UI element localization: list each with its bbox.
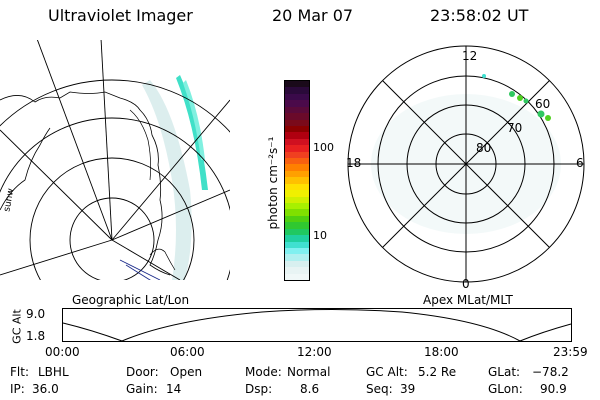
colorbar-swatch — [285, 215, 309, 223]
info-dsp-value: 8.6 — [300, 382, 320, 396]
colorbar-swatch — [285, 267, 309, 274]
colorbar-swatch — [285, 138, 309, 146]
colorbar-swatch — [285, 235, 309, 242]
mlt-label-6: 6 — [576, 156, 584, 170]
info-ip-key: IP: — [10, 382, 25, 396]
polar-mlt-plot: 12 18 6 0 60 70 80 — [346, 45, 585, 291]
colorbar-swatch — [285, 183, 309, 191]
colorbar-swatch — [285, 228, 309, 236]
info-row-2: IP: 36.0 Gain: 14 Dsp: 8.6 Seq: 39 GLon:… — [10, 382, 600, 398]
info-mode-key: Mode: — [245, 365, 282, 379]
colorbar-swatch — [285, 145, 309, 152]
mlt-label-0: 0 — [462, 277, 470, 291]
lat-label-80: 80 — [476, 141, 491, 155]
colorbar-swatch — [285, 151, 309, 159]
info-flt-key: Flt: — [10, 365, 29, 379]
colorbar-swatch — [285, 177, 309, 184]
time-label-1200: 12:00 — [297, 345, 332, 359]
coast-label: sunw — [2, 188, 16, 213]
lat-label-70: 70 — [507, 121, 522, 135]
info-gain-key: Gain: — [126, 382, 158, 396]
colorbar-swatch — [285, 190, 309, 197]
colorbar-swatch — [285, 170, 309, 178]
info-seq-value: 39 — [400, 382, 416, 396]
colorbar-swatch — [285, 273, 309, 281]
info-dsp-key: Dsp: — [245, 382, 273, 396]
info-door-key: Door: — [126, 365, 159, 379]
colorbar-swatch — [285, 222, 309, 229]
observation-date: 20 Mar 07 — [272, 6, 354, 25]
altitude-plot — [62, 308, 572, 342]
apex-caption: Apex MLat/MLT — [423, 293, 513, 307]
colorbar-unit-label: photon cm⁻²s⁻¹ — [266, 136, 280, 230]
time-label-0600: 06:00 — [170, 345, 205, 359]
info-gcalt-key: GC Alt: — [366, 365, 408, 379]
colorbar-swatch — [285, 247, 309, 255]
info-glon-value: 90.9 — [540, 382, 567, 396]
info-row-1: Flt: LBHL Door: Open Mode: Normal GC Alt… — [10, 365, 600, 381]
colorbar-fill — [285, 81, 309, 281]
colorbar-swatch — [285, 164, 309, 171]
altitude-tick-min: 1.8 — [26, 329, 46, 343]
info-door-value: Open — [170, 365, 203, 379]
info-glat-value: −78.2 — [532, 365, 569, 379]
colorbar-swatch — [285, 106, 309, 114]
mlt-label-18: 18 — [346, 156, 361, 170]
colorbar-tick-100: 100 — [313, 141, 334, 154]
aurora-spots — [482, 74, 551, 121]
time-label-1800: 18:00 — [424, 345, 459, 359]
mlt-label-12: 12 — [462, 49, 477, 63]
geographic-map: sunw — [0, 40, 230, 280]
colorbar — [284, 80, 310, 281]
lat-label-60: 60 — [535, 97, 550, 111]
colorbar-swatch — [285, 241, 309, 248]
colorbar-swatch — [285, 254, 309, 261]
info-glat-key: GLat: — [488, 365, 521, 379]
instrument-title: Ultraviolet Imager — [48, 6, 193, 25]
altitude-axis-label: GC Alt — [10, 309, 24, 344]
colorbar-swatch — [285, 93, 309, 101]
altitude-tick-max: 9.0 — [26, 307, 46, 321]
colorbar-swatch — [285, 158, 309, 165]
colorbar-swatch — [285, 81, 309, 88]
colorbar-swatch — [285, 132, 309, 139]
colorbar-swatch — [285, 119, 309, 126]
colorbar-swatch — [285, 113, 309, 120]
observation-time: 23:58:02 UT — [430, 6, 529, 25]
info-glon-key: GLon: — [488, 382, 523, 396]
info-mode-value: Normal — [287, 365, 331, 379]
colorbar-swatch — [285, 260, 309, 268]
info-gain-value: 14 — [166, 382, 182, 396]
info-seq-key: Seq: — [366, 382, 393, 396]
colorbar-swatch — [285, 87, 309, 94]
time-label-0000: 00:00 — [45, 345, 80, 359]
colorbar-swatch — [285, 196, 309, 204]
colorbar-swatch — [285, 209, 309, 216]
info-flt-value: LBHL — [38, 365, 69, 379]
colorbar-swatch — [285, 100, 309, 107]
colorbar-tick-10: 10 — [313, 229, 327, 242]
info-ip-value: 36.0 — [32, 382, 59, 396]
colorbar-swatch — [285, 203, 309, 210]
time-label-2359: 23:59 — [553, 345, 588, 359]
geographic-caption: Geographic Lat/Lon — [72, 293, 190, 307]
colorbar-swatch — [285, 125, 309, 133]
info-gcalt-value: 5.2 Re — [418, 365, 457, 379]
